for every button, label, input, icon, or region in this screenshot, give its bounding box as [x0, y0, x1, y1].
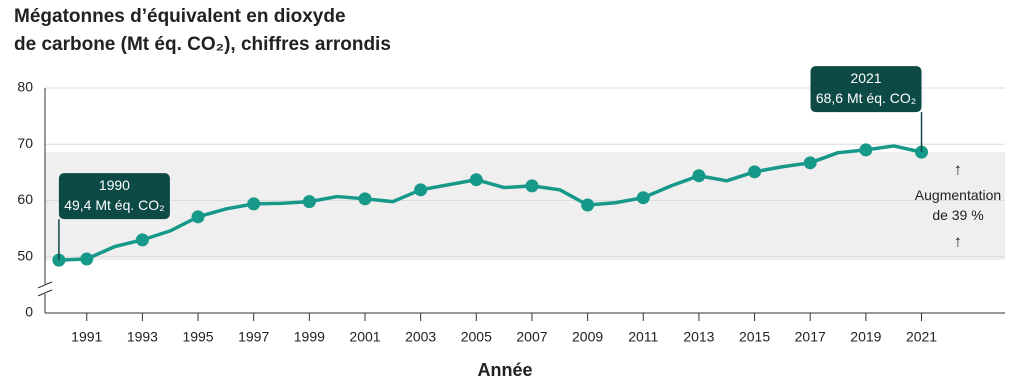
x-tick-label: 2019	[850, 329, 881, 345]
y-tick-label: 0	[25, 304, 33, 320]
callout-box	[58, 173, 170, 220]
increase-band	[45, 152, 1005, 261]
data-point	[469, 173, 483, 187]
data-point	[581, 198, 595, 212]
arrow-up: ↑	[954, 233, 962, 250]
x-tick-label: 2007	[516, 329, 547, 345]
data-point	[414, 183, 428, 197]
x-tick-label: 2009	[572, 329, 603, 345]
data-point	[748, 165, 762, 179]
arrow-up: ↑	[954, 161, 962, 178]
callout-year: 2021	[850, 70, 881, 86]
data-point	[692, 169, 706, 183]
x-tick-label: 2003	[405, 329, 436, 345]
chart-title: de carbone (Mt éq. CO₂), chiffres arrond…	[14, 34, 391, 55]
y-tick-label: 50	[17, 247, 33, 263]
data-point	[135, 233, 149, 247]
callout-box	[810, 66, 922, 113]
x-tick-label: 1995	[182, 329, 213, 345]
x-tick-label: 1997	[238, 329, 269, 345]
data-point	[803, 156, 817, 170]
x-tick-label: 2015	[739, 329, 770, 345]
x-axis-label: Année	[477, 360, 532, 380]
x-tick-label: 1999	[294, 329, 325, 345]
axis-break	[37, 289, 53, 297]
data-point	[525, 179, 539, 193]
callout-value: 68,6 Mt éq. CO₂	[816, 90, 916, 106]
data-point	[636, 191, 650, 205]
data-point	[80, 252, 94, 266]
data-point	[358, 192, 372, 206]
x-tick-label: 2017	[795, 329, 826, 345]
y-tick-label: 60	[17, 191, 33, 207]
change-label: de 39 %	[932, 207, 983, 223]
x-tick-label: 2021	[906, 329, 937, 345]
y-tick-label: 70	[17, 135, 33, 151]
x-tick-label: 1993	[127, 329, 158, 345]
x-tick-label: 1991	[71, 329, 102, 345]
data-point	[191, 210, 205, 224]
x-tick-label: 2011	[628, 329, 658, 345]
x-tick-label: 2013	[683, 329, 714, 345]
x-tick-label: 2001	[349, 329, 380, 345]
data-point	[302, 195, 316, 209]
change-label: Augmentation	[915, 187, 1001, 203]
data-point	[859, 143, 873, 157]
axis-break-gap	[37, 283, 53, 294]
x-tick-label: 2005	[461, 329, 492, 345]
chart-title: Mégatonnes d’équivalent en dioxyde	[14, 6, 346, 27]
data-point	[247, 197, 261, 211]
callout-value: 49,4 Mt éq. CO₂	[64, 197, 164, 213]
axis-break	[37, 281, 53, 289]
y-tick-label: 80	[17, 79, 33, 95]
callout-year: 1990	[99, 177, 130, 193]
